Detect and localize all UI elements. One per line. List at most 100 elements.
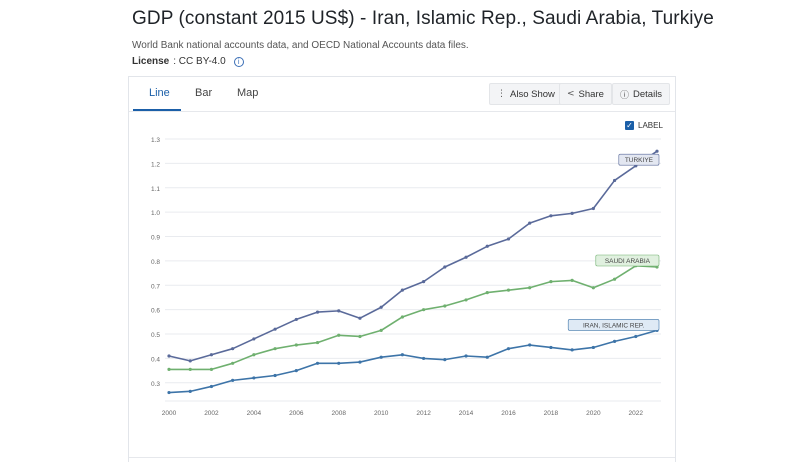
data-point: [612, 178, 617, 183]
y-tick-label: 0.7: [151, 283, 160, 290]
x-tick-label: 2020: [586, 410, 601, 417]
label-toggle-text: LABEL: [638, 121, 663, 130]
line-chart: 0.3 0.4 0.5 0.6 0.7 0.8 0.9 1.0 1.1 1.2 1.3 2000 200…: [151, 137, 661, 417]
data-point: [209, 367, 214, 371]
chart-panel: Line Bar Map ⋮ Also Show < Share ⓘ Detai…: [128, 76, 676, 462]
x-tick-label: 2004: [247, 410, 262, 417]
series-line: [169, 264, 658, 371]
series-label-box: [567, 319, 660, 331]
data-point: [591, 286, 595, 290]
data-point: [315, 361, 320, 365]
more-vertical-icon: ⋮: [497, 89, 506, 99]
details-button[interactable]: ⓘ Details: [612, 83, 671, 105]
data-point: [209, 384, 214, 389]
data-point: [294, 343, 298, 347]
series-label: SAUDI ARABIA: [605, 258, 651, 265]
data-point: [294, 317, 298, 322]
data-point: [358, 360, 362, 364]
data-point: [422, 308, 426, 312]
data-point: [655, 149, 659, 153]
data-point: [634, 334, 638, 339]
data-point: [485, 244, 489, 248]
data-point: [379, 355, 383, 359]
data-point: [315, 340, 320, 345]
series-label: TURKIYE: [625, 157, 654, 164]
data-point: [464, 255, 468, 259]
data-point: [549, 345, 553, 350]
x-tick-label: 2002: [204, 410, 219, 417]
data-point: [209, 353, 214, 357]
series-label-box: [595, 254, 660, 267]
share-label: Share: [578, 88, 604, 100]
data-point: [379, 328, 383, 332]
active-tab-indicator: [133, 109, 181, 111]
data-point: [528, 221, 532, 225]
y-tick-label: 0.5: [151, 332, 160, 339]
chart-tabs: Line Bar Map ⋮ Also Show < Share ⓘ Detai…: [129, 77, 675, 112]
checkbox-icon[interactable]: ✓: [625, 121, 634, 130]
data-point: [167, 390, 171, 395]
share-icon: <: [567, 89, 575, 99]
tab-map[interactable]: Map: [237, 87, 259, 99]
data-point: [612, 339, 617, 343]
data-point: [570, 278, 574, 283]
y-tick-label: 1.3: [151, 137, 160, 144]
data-point: [528, 343, 532, 347]
series-label-box: [618, 153, 660, 166]
y-tick-label: 1.2: [151, 161, 160, 168]
data-point: [379, 305, 383, 309]
data-source-text: World Bank national accounts data, and O…: [132, 40, 469, 51]
data-point: [549, 214, 553, 218]
x-tick-label: 2000: [162, 410, 177, 417]
data-point: [422, 356, 426, 361]
share-button[interactable]: < Share: [559, 83, 612, 105]
data-point: [464, 354, 468, 358]
tab-line[interactable]: Line: [149, 87, 170, 99]
label-toggle[interactable]: ✓ LABEL: [625, 121, 663, 130]
tab-bar[interactable]: Bar: [195, 87, 213, 99]
data-point: [188, 359, 192, 363]
data-point: [464, 298, 468, 302]
data-point: [400, 288, 404, 292]
data-point: [570, 348, 574, 352]
data-point: [358, 316, 362, 320]
x-tick-label: 2010: [374, 410, 389, 417]
data-point: [273, 347, 277, 351]
data-point: [315, 310, 320, 314]
data-point: [188, 389, 192, 393]
y-tick-label: 0.4: [151, 356, 160, 363]
data-point: [506, 237, 511, 241]
data-point: [443, 358, 447, 362]
y-tick-label: 0.6: [151, 308, 160, 315]
data-point: [167, 354, 171, 358]
data-point: [443, 304, 447, 308]
y-tick-label: 0.9: [151, 235, 160, 242]
data-point: [591, 345, 595, 350]
series-label: IRAN, ISLAMIC REP.: [583, 322, 644, 329]
page-title: GDP (constant 2015 US$) - Iran, Islamic …: [132, 8, 714, 29]
data-point: [337, 309, 341, 313]
info-circle-icon: ⓘ: [620, 90, 630, 101]
also-show-button[interactable]: ⋮ Also Show: [489, 83, 563, 105]
details-label: Details: [633, 88, 663, 100]
data-point: [591, 206, 595, 211]
data-point: [167, 367, 171, 371]
series-line: [168, 150, 658, 362]
info-icon[interactable]: i: [233, 56, 244, 67]
data-point: [358, 334, 362, 339]
data-point: [612, 277, 617, 281]
data-point: [231, 361, 235, 365]
data-point: [485, 355, 489, 359]
license-label: License: [132, 56, 170, 67]
series-line: [168, 329, 658, 394]
data-point: [485, 291, 489, 295]
x-tick-label: 2008: [332, 410, 347, 417]
y-tick-label: 1.1: [151, 186, 160, 193]
data-point: [528, 286, 532, 290]
data-point: [400, 353, 404, 357]
x-tick-label: 2006: [289, 410, 304, 417]
data-point: [252, 337, 256, 341]
x-tick-label: 2016: [501, 410, 516, 417]
y-tick-label: 1.0: [151, 210, 160, 217]
data-point: [400, 315, 404, 319]
